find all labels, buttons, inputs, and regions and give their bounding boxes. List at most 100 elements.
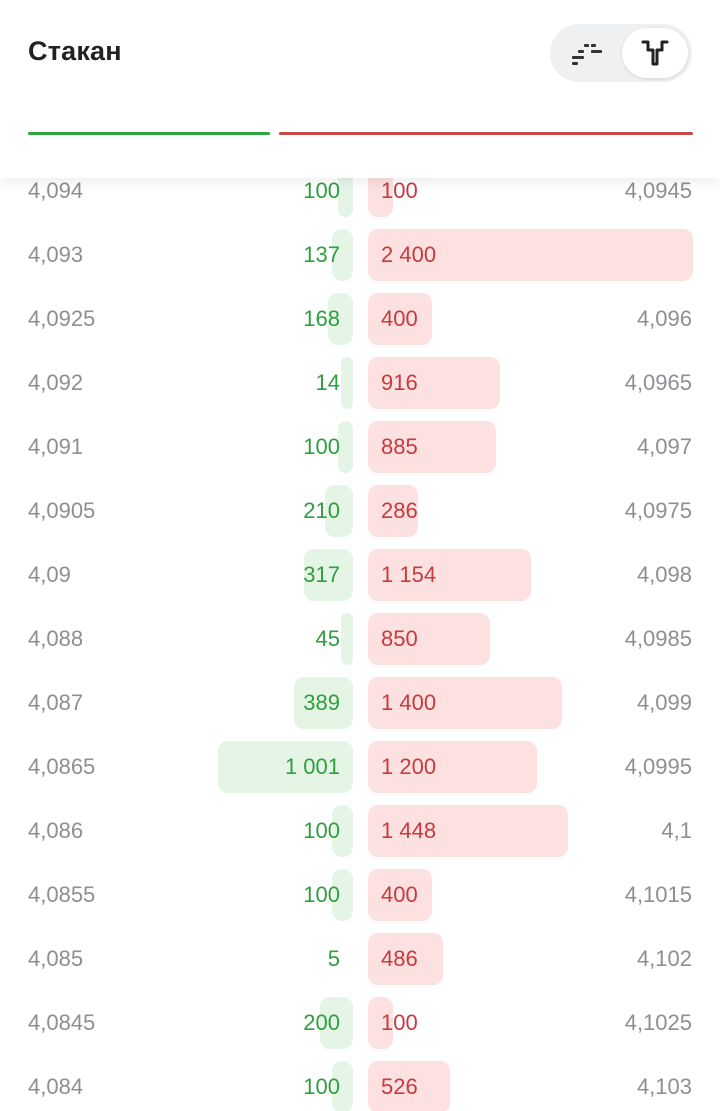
bid-price[interactable]: 4,087 [28, 690, 84, 715]
ask-quantity[interactable]: 1 448 [381, 818, 437, 843]
ask-quantity[interactable]: 1 154 [381, 562, 437, 587]
orderbook-row[interactable]: 4,084 100 526 4,103 [0, 1055, 720, 1111]
bid-price[interactable]: 4,0905 [28, 498, 96, 523]
ask-price[interactable]: 4,0975 [624, 498, 692, 523]
ask-price[interactable]: 4,1015 [624, 882, 692, 907]
bid-quantity[interactable]: 317 [303, 562, 340, 587]
bid-quantity[interactable]: 100 [303, 1074, 340, 1099]
ask-quantity[interactable]: 526 [381, 1074, 418, 1099]
ask-price[interactable]: 4,0945 [624, 178, 692, 203]
bid-price[interactable]: 4,0845 [28, 1010, 96, 1035]
ask-quantity[interactable]: 1 400 [381, 690, 437, 715]
bid-quantity[interactable]: 168 [303, 306, 340, 331]
ask-volume-bar [368, 485, 418, 537]
ask-volume-bar [368, 677, 562, 729]
bid-volume-bar [304, 549, 353, 601]
ask-quantity[interactable]: 400 [381, 882, 418, 907]
orderbook-row[interactable]: 4,088 45 850 4,0985 [0, 607, 720, 671]
ask-price[interactable]: 4,103 [636, 1074, 692, 1099]
bid-price[interactable]: 4,093 [28, 242, 84, 267]
orderbook-row[interactable]: 4,0845 200 100 4,1025 [0, 991, 720, 1055]
bid-quantity[interactable]: 100 [303, 434, 340, 459]
orderbook-row[interactable]: 4,0905 210 286 4,0975 [0, 479, 720, 543]
ask-price[interactable]: 4,0985 [624, 626, 692, 651]
ask-volume-bar [368, 613, 490, 665]
bid-volume-bar [332, 805, 353, 857]
bid-quantity[interactable]: 137 [303, 242, 340, 267]
ask-quantity[interactable]: 1 200 [381, 754, 437, 779]
bid-volume-bar [320, 997, 353, 1049]
bid-quantity[interactable]: 200 [303, 1010, 340, 1035]
ask-quantity[interactable]: 286 [381, 498, 418, 523]
bid-quantity[interactable]: 100 [303, 882, 340, 907]
ask-quantity[interactable]: 100 [381, 178, 418, 203]
ask-quantity[interactable]: 2 400 [381, 242, 437, 267]
orderbook-row[interactable]: 4,085 5 486 4,102 [0, 927, 720, 991]
orderbook-row[interactable]: 4,087 389 1 400 4,099 [0, 671, 720, 735]
ask-volume-bar [368, 549, 531, 601]
bid-volume-bar [294, 677, 353, 729]
bid-price[interactable]: 4,086 [28, 818, 84, 843]
orderbook-row[interactable]: 4,091 100 885 4,097 [0, 415, 720, 479]
bid-quantity[interactable]: 210 [303, 498, 340, 523]
bid-price[interactable]: 4,094 [28, 178, 84, 203]
ask-price[interactable]: 4,097 [636, 434, 692, 459]
orderbook-row[interactable]: 4,09 317 1 154 4,098 [0, 543, 720, 607]
bid-price[interactable]: 4,092 [28, 370, 84, 395]
depth-view-button[interactable] [622, 28, 688, 78]
bid-quantity[interactable]: 5 [327, 946, 340, 971]
ask-volume-bar [368, 229, 693, 281]
ask-price[interactable]: 4,0995 [624, 754, 692, 779]
bid-depth-line [28, 132, 270, 135]
orderbook-row[interactable]: 4,0855 100 400 4,1015 [0, 863, 720, 927]
bid-price[interactable]: 4,084 [28, 1074, 84, 1099]
bid-quantity[interactable]: 389 [303, 690, 340, 715]
ask-price[interactable]: 4,102 [636, 946, 692, 971]
orderbook-row[interactable]: 4,086 100 1 448 4,1 [0, 799, 720, 863]
bid-price[interactable]: 4,085 [28, 946, 84, 971]
ask-quantity[interactable]: 400 [381, 306, 418, 331]
bid-price[interactable]: 4,0865 [28, 754, 96, 779]
bid-volume-bar [332, 1061, 353, 1111]
ask-price[interactable]: 4,0965 [624, 370, 692, 395]
ask-quantity[interactable]: 100 [381, 1010, 418, 1035]
ask-price[interactable]: 4,1025 [624, 1010, 692, 1035]
ask-volume-bar [368, 357, 500, 409]
ask-price[interactable]: 4,096 [636, 306, 692, 331]
bid-price[interactable]: 4,0855 [28, 882, 96, 907]
orderbook-row[interactable]: 4,092 14 916 4,0965 [0, 351, 720, 415]
ask-quantity[interactable]: 885 [381, 434, 418, 459]
ask-depth-line [279, 132, 693, 135]
ask-price[interactable]: 4,098 [636, 562, 692, 587]
ask-volume-bar [368, 997, 393, 1049]
bid-quantity[interactable]: 14 [315, 370, 340, 395]
ask-quantity[interactable]: 850 [381, 626, 418, 651]
ask-quantity[interactable]: 916 [381, 370, 418, 395]
bid-quantity[interactable]: 100 [303, 178, 340, 203]
ask-price[interactable]: 4,1 [661, 818, 692, 843]
ask-price[interactable]: 4,099 [636, 690, 692, 715]
list-view-button[interactable] [554, 28, 620, 78]
bid-volume-bar [341, 613, 353, 665]
bid-volume-bar [325, 485, 353, 537]
bid-price[interactable]: 4,088 [28, 626, 84, 651]
bid-volume-bar [338, 165, 353, 217]
list-view-icon [572, 44, 602, 65]
bid-price[interactable]: 4,09 [28, 562, 71, 587]
orderbook-row[interactable]: 4,094 100 100 4,0945 [0, 159, 720, 223]
bid-price[interactable]: 4,0925 [28, 306, 96, 331]
view-toggle[interactable] [550, 24, 692, 82]
ask-volume-bar [368, 741, 537, 793]
orderbook-row[interactable]: 4,0925 168 400 4,096 [0, 287, 720, 351]
orderbook-row[interactable]: 4,0865 1 001 1 200 4,0995 [0, 735, 720, 799]
bid-quantity[interactable]: 1 001 [284, 754, 340, 779]
ask-volume-bar [368, 1061, 450, 1111]
ask-quantity[interactable]: 486 [381, 946, 418, 971]
ask-volume-bar [368, 869, 432, 921]
bid-quantity[interactable]: 45 [315, 626, 340, 651]
orderbook-rows[interactable]: 4,094 100 100 4,0945 4,093 137 2 400 4,09 5 4,092… [0, 159, 720, 1111]
bid-price[interactable]: 4,091 [28, 434, 84, 459]
bid-quantity[interactable]: 100 [303, 818, 340, 843]
page-title: Стакан [28, 36, 122, 66]
